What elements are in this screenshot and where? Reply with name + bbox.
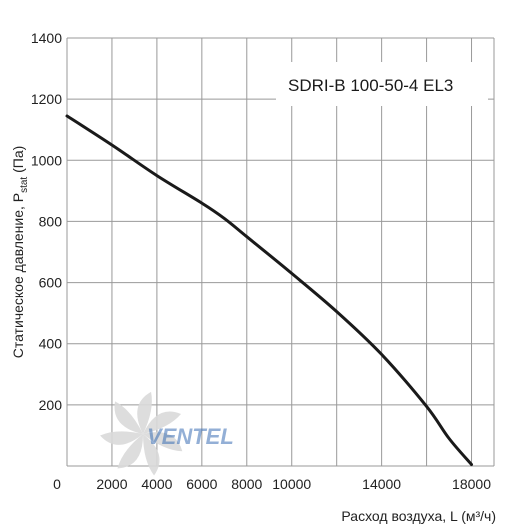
y-tick-label: 200 [39, 397, 63, 413]
y-tick-label: 800 [39, 213, 63, 229]
y-tick-label: 1000 [31, 152, 62, 168]
fan-blade [114, 401, 143, 434]
y-axis-title: Статическое давление, Pstat (Па) [10, 146, 30, 359]
fan-blade [117, 434, 144, 469]
y-axis-title-tail: (Па) [10, 146, 26, 177]
y-axis-title-sub: stat [19, 177, 30, 193]
x-tick-label: 8000 [231, 476, 262, 492]
y-tick-labels: 200 400 600 800 1000 1200 1400 [31, 30, 62, 413]
fan-blade [100, 431, 143, 445]
x-tick-label: 6000 [186, 476, 217, 492]
y-tick-label: 1400 [31, 30, 62, 46]
x-axis-title: Расход воздуха, L (м³/ч) [341, 508, 496, 524]
x-tick-label: 4000 [141, 476, 172, 492]
model-label: SDRI-B 100-50-4 EL3 [288, 76, 453, 95]
fan-blade [143, 411, 181, 434]
watermark-text: VENTEL [147, 424, 234, 449]
y-tick-label: 600 [39, 275, 63, 291]
x-tick-label: 0 [53, 476, 61, 492]
x-tick-label: 2000 [96, 476, 127, 492]
model-label-box [276, 62, 488, 106]
x-tick-label: 10000 [272, 476, 311, 492]
y-tick-label: 1200 [31, 91, 62, 107]
y-axis-title-main: Статическое давление, P [10, 193, 26, 358]
x-tick-label: 14000 [362, 476, 401, 492]
fan-blade [137, 391, 152, 434]
fan-blade [143, 432, 183, 452]
x-tick-labels: 0 2000 4000 6000 8000 10000 14000 18000 [53, 476, 491, 492]
ventel-watermark: VENTEL [100, 391, 234, 476]
fan-logo-icon [100, 391, 183, 476]
y-tick-label: 400 [39, 336, 63, 352]
series-layer [65, 114, 473, 466]
x-tick-label: 18000 [452, 476, 491, 492]
fan-blade [143, 434, 160, 476]
fan-curve-line [65, 114, 473, 466]
